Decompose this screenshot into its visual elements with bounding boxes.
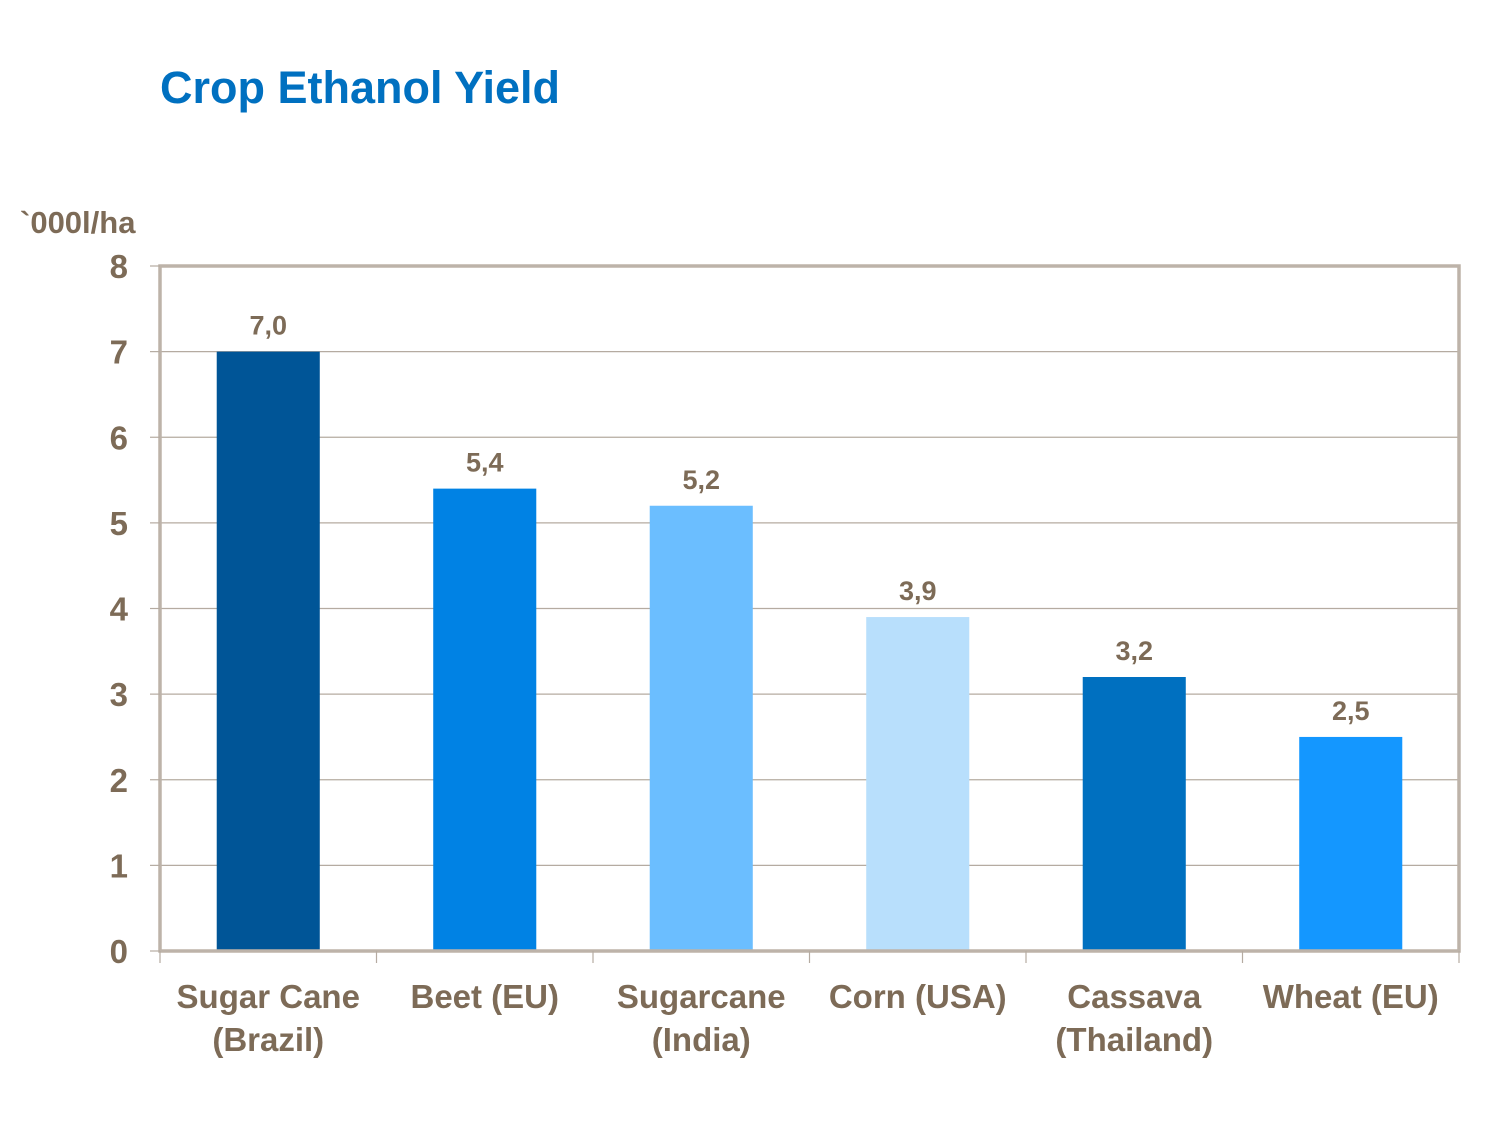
bar: [1082, 677, 1186, 951]
gridlines: [160, 351, 1459, 866]
bar: [1299, 736, 1403, 951]
y-tick-label: 1: [110, 847, 128, 884]
data-label: 5,2: [682, 465, 720, 495]
x-tick-label: (Brazil): [212, 1021, 324, 1058]
y-tick-label: 8: [110, 248, 128, 285]
bars: [216, 351, 1403, 951]
data-label: 7,0: [249, 311, 287, 341]
y-tick-label: 7: [110, 334, 128, 371]
data-labels: 7,0 5,4 5,2 3,9 3,2 2,5: [249, 311, 1369, 726]
x-tick-label: Sugarcane: [617, 978, 786, 1015]
x-tick-label: Beet (EU): [410, 978, 559, 1015]
y-tick-label: 4: [110, 591, 129, 628]
y-tick-label: 2: [110, 762, 128, 799]
y-tick-label: 3: [110, 676, 128, 713]
data-label: 3,9: [899, 576, 937, 606]
bar: [216, 351, 320, 951]
x-tick-label: (India): [652, 1021, 751, 1058]
data-label: 2,5: [1332, 696, 1370, 726]
y-tick-label: 5: [110, 505, 128, 542]
y-axis-label: `000l/ha: [20, 205, 136, 240]
bar: [649, 505, 753, 951]
x-tick-label: Corn (USA): [829, 978, 1007, 1015]
data-label: 3,2: [1115, 636, 1153, 666]
y-tick-label: 6: [110, 419, 128, 456]
x-axis-ticks: Sugar Cane (Brazil) Beet (EU) Sugarcane (Ind…: [159, 951, 1460, 1058]
data-label: 5,4: [466, 448, 504, 478]
bar: [433, 488, 537, 951]
y-axis-ticks: 0 1 2 3 4 5 6 7 8: [110, 248, 160, 970]
x-tick-label: (Thailand): [1055, 1021, 1213, 1058]
chart-title: Crop Ethanol Yield: [160, 62, 561, 113]
bar: [866, 617, 970, 951]
x-tick-label: Wheat (EU): [1263, 978, 1439, 1015]
x-tick-label: Sugar Cane: [177, 978, 360, 1015]
x-tick-label: Cassava: [1067, 978, 1202, 1015]
y-tick-label: 0: [110, 933, 128, 970]
